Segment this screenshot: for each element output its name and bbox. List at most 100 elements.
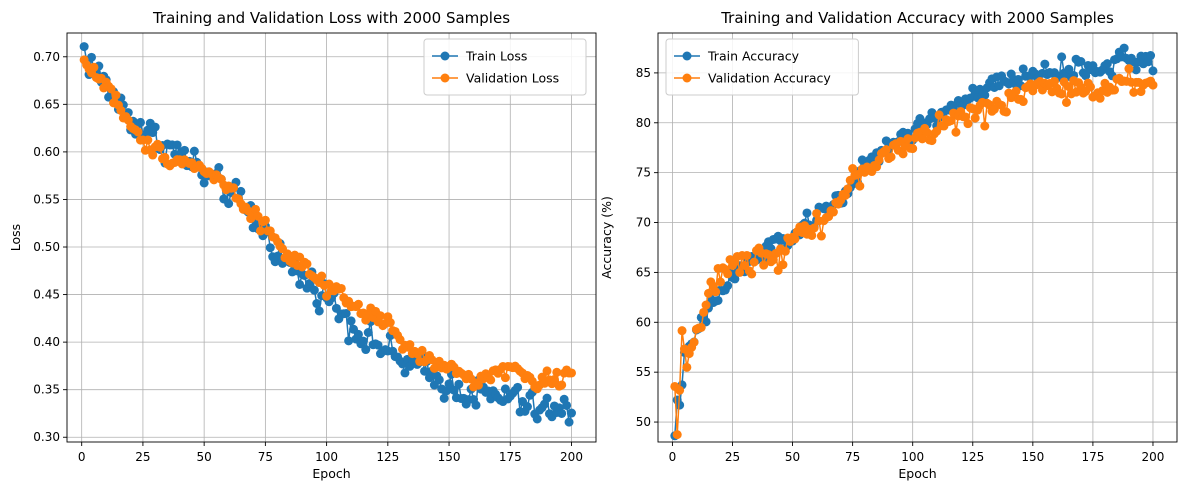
data-point — [689, 337, 699, 347]
data-point — [454, 379, 464, 389]
data-point — [1086, 82, 1095, 92]
data-point — [696, 322, 706, 332]
data-point — [1124, 64, 1134, 74]
data-point — [677, 326, 687, 336]
data-point — [189, 146, 199, 156]
data-point — [1095, 93, 1105, 103]
data-point — [780, 246, 790, 256]
data-point — [439, 393, 449, 403]
data-point — [778, 260, 788, 270]
data-point — [855, 181, 865, 191]
data-point — [1061, 97, 1071, 107]
legend-box — [665, 38, 859, 96]
data-point — [314, 306, 324, 316]
data-point — [229, 183, 239, 193]
data-point — [564, 417, 574, 427]
data-point — [1057, 89, 1067, 99]
data-point — [1049, 76, 1059, 86]
data-point — [427, 355, 437, 365]
data-point — [898, 149, 908, 159]
legend-box — [423, 38, 587, 96]
y-tick-label: 50 — [636, 415, 651, 429]
data-point — [567, 368, 577, 378]
data-point — [236, 186, 246, 196]
data-point — [903, 134, 913, 144]
data-point — [302, 259, 312, 269]
data-point — [886, 152, 896, 162]
series-validation-loss — [79, 55, 577, 394]
data-point — [963, 119, 973, 129]
data-point — [552, 367, 562, 377]
data-point — [111, 90, 121, 100]
legend-swatch-marker — [682, 51, 692, 61]
data-point — [385, 318, 395, 328]
x-tick-label: 200 — [560, 450, 583, 464]
data-point — [1057, 52, 1067, 62]
data-point — [1146, 51, 1156, 61]
data-point — [711, 287, 721, 297]
data-point — [282, 249, 292, 259]
data-point — [675, 400, 685, 410]
data-point — [224, 199, 234, 209]
legend: Train Loss Validation Loss — [423, 38, 587, 96]
data-point — [1001, 107, 1011, 117]
data-point — [790, 234, 800, 244]
data-point — [542, 393, 552, 403]
data-point — [1064, 64, 1074, 74]
series-validation-accuracy — [670, 64, 1158, 440]
data-point — [255, 226, 265, 236]
data-point — [358, 336, 368, 346]
x-tick-label: 100 — [901, 450, 924, 464]
data-point — [133, 127, 143, 137]
data-point — [713, 295, 723, 305]
data-point — [214, 163, 224, 173]
x-axis-label: Epoch — [312, 466, 350, 481]
data-point — [449, 385, 459, 395]
data-point — [742, 250, 752, 260]
data-point — [312, 299, 322, 309]
x-tick-label: 175 — [1081, 450, 1104, 464]
y-tick-label: 0.40 — [33, 335, 60, 349]
y-tick-label: 0.55 — [33, 192, 60, 206]
data-point — [522, 402, 532, 412]
data-point — [444, 379, 454, 389]
series-train-accuracy — [670, 43, 1158, 441]
data-point — [723, 269, 733, 279]
x-tick-label: 175 — [499, 450, 522, 464]
data-point — [1011, 86, 1021, 96]
data-point — [434, 375, 444, 385]
data-point — [309, 285, 319, 295]
y-tick-label: 80 — [636, 116, 651, 130]
data-point — [473, 380, 483, 390]
y-tick-label: 0.30 — [33, 430, 60, 444]
data-point — [375, 311, 385, 321]
y-tick-label: 60 — [636, 315, 651, 329]
data-point — [809, 223, 819, 233]
data-point — [295, 279, 305, 289]
data-point — [1148, 66, 1158, 76]
data-point — [567, 408, 577, 418]
series-line — [674, 47, 1154, 436]
x-tick-label: 50 — [785, 450, 800, 464]
data-point — [934, 110, 944, 120]
data-point — [513, 382, 523, 392]
data-point — [251, 204, 261, 214]
data-point — [807, 230, 817, 240]
data-point — [150, 122, 160, 132]
series-line — [83, 59, 572, 390]
legend-swatch-marker — [440, 73, 450, 83]
data-point — [951, 127, 961, 137]
data-point — [672, 430, 682, 440]
data-point — [682, 362, 692, 372]
data-point — [79, 42, 89, 52]
x-tick-label: 200 — [1142, 450, 1165, 464]
data-point — [557, 380, 567, 390]
data-point — [872, 162, 882, 172]
chart-panel-2: 0 25 50 75 100 125 150 175 200 50 55 60 65 70 75 80 85 Tr… — [599, 9, 1178, 481]
data-point — [373, 340, 383, 350]
data-point — [405, 340, 415, 350]
legend-entry-label: Train Accuracy — [707, 49, 800, 64]
data-point — [701, 300, 711, 310]
y-tick-label: 85 — [636, 66, 651, 80]
